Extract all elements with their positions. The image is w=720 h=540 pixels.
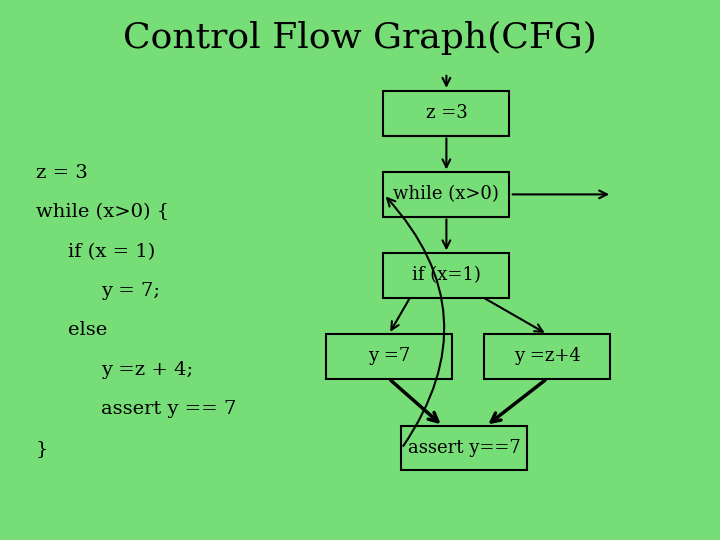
Text: y =7: y =7 (368, 347, 410, 366)
FancyBboxPatch shape (383, 91, 510, 136)
Text: y = 7;: y = 7; (101, 282, 160, 300)
Text: if (x = 1): if (x = 1) (68, 242, 156, 261)
FancyBboxPatch shape (325, 334, 452, 379)
Text: assert y==7: assert y==7 (408, 439, 521, 457)
Text: z = 3: z = 3 (36, 164, 88, 182)
Text: }: } (36, 440, 48, 458)
FancyBboxPatch shape (383, 253, 510, 298)
Text: y =z + 4;: y =z + 4; (101, 361, 193, 379)
Text: z =3: z =3 (426, 104, 467, 123)
Text: Control Flow Graph(CFG): Control Flow Graph(CFG) (123, 21, 597, 55)
Text: y =z+4: y =z+4 (514, 347, 580, 366)
Text: else: else (68, 321, 108, 340)
FancyBboxPatch shape (383, 172, 510, 217)
FancyBboxPatch shape (402, 426, 527, 470)
Text: if (x=1): if (x=1) (412, 266, 481, 285)
Text: while (x>0): while (x>0) (393, 185, 500, 204)
Text: assert y == 7: assert y == 7 (101, 400, 236, 418)
FancyBboxPatch shape (484, 334, 610, 379)
Text: while (x>0) {: while (x>0) { (36, 203, 169, 221)
